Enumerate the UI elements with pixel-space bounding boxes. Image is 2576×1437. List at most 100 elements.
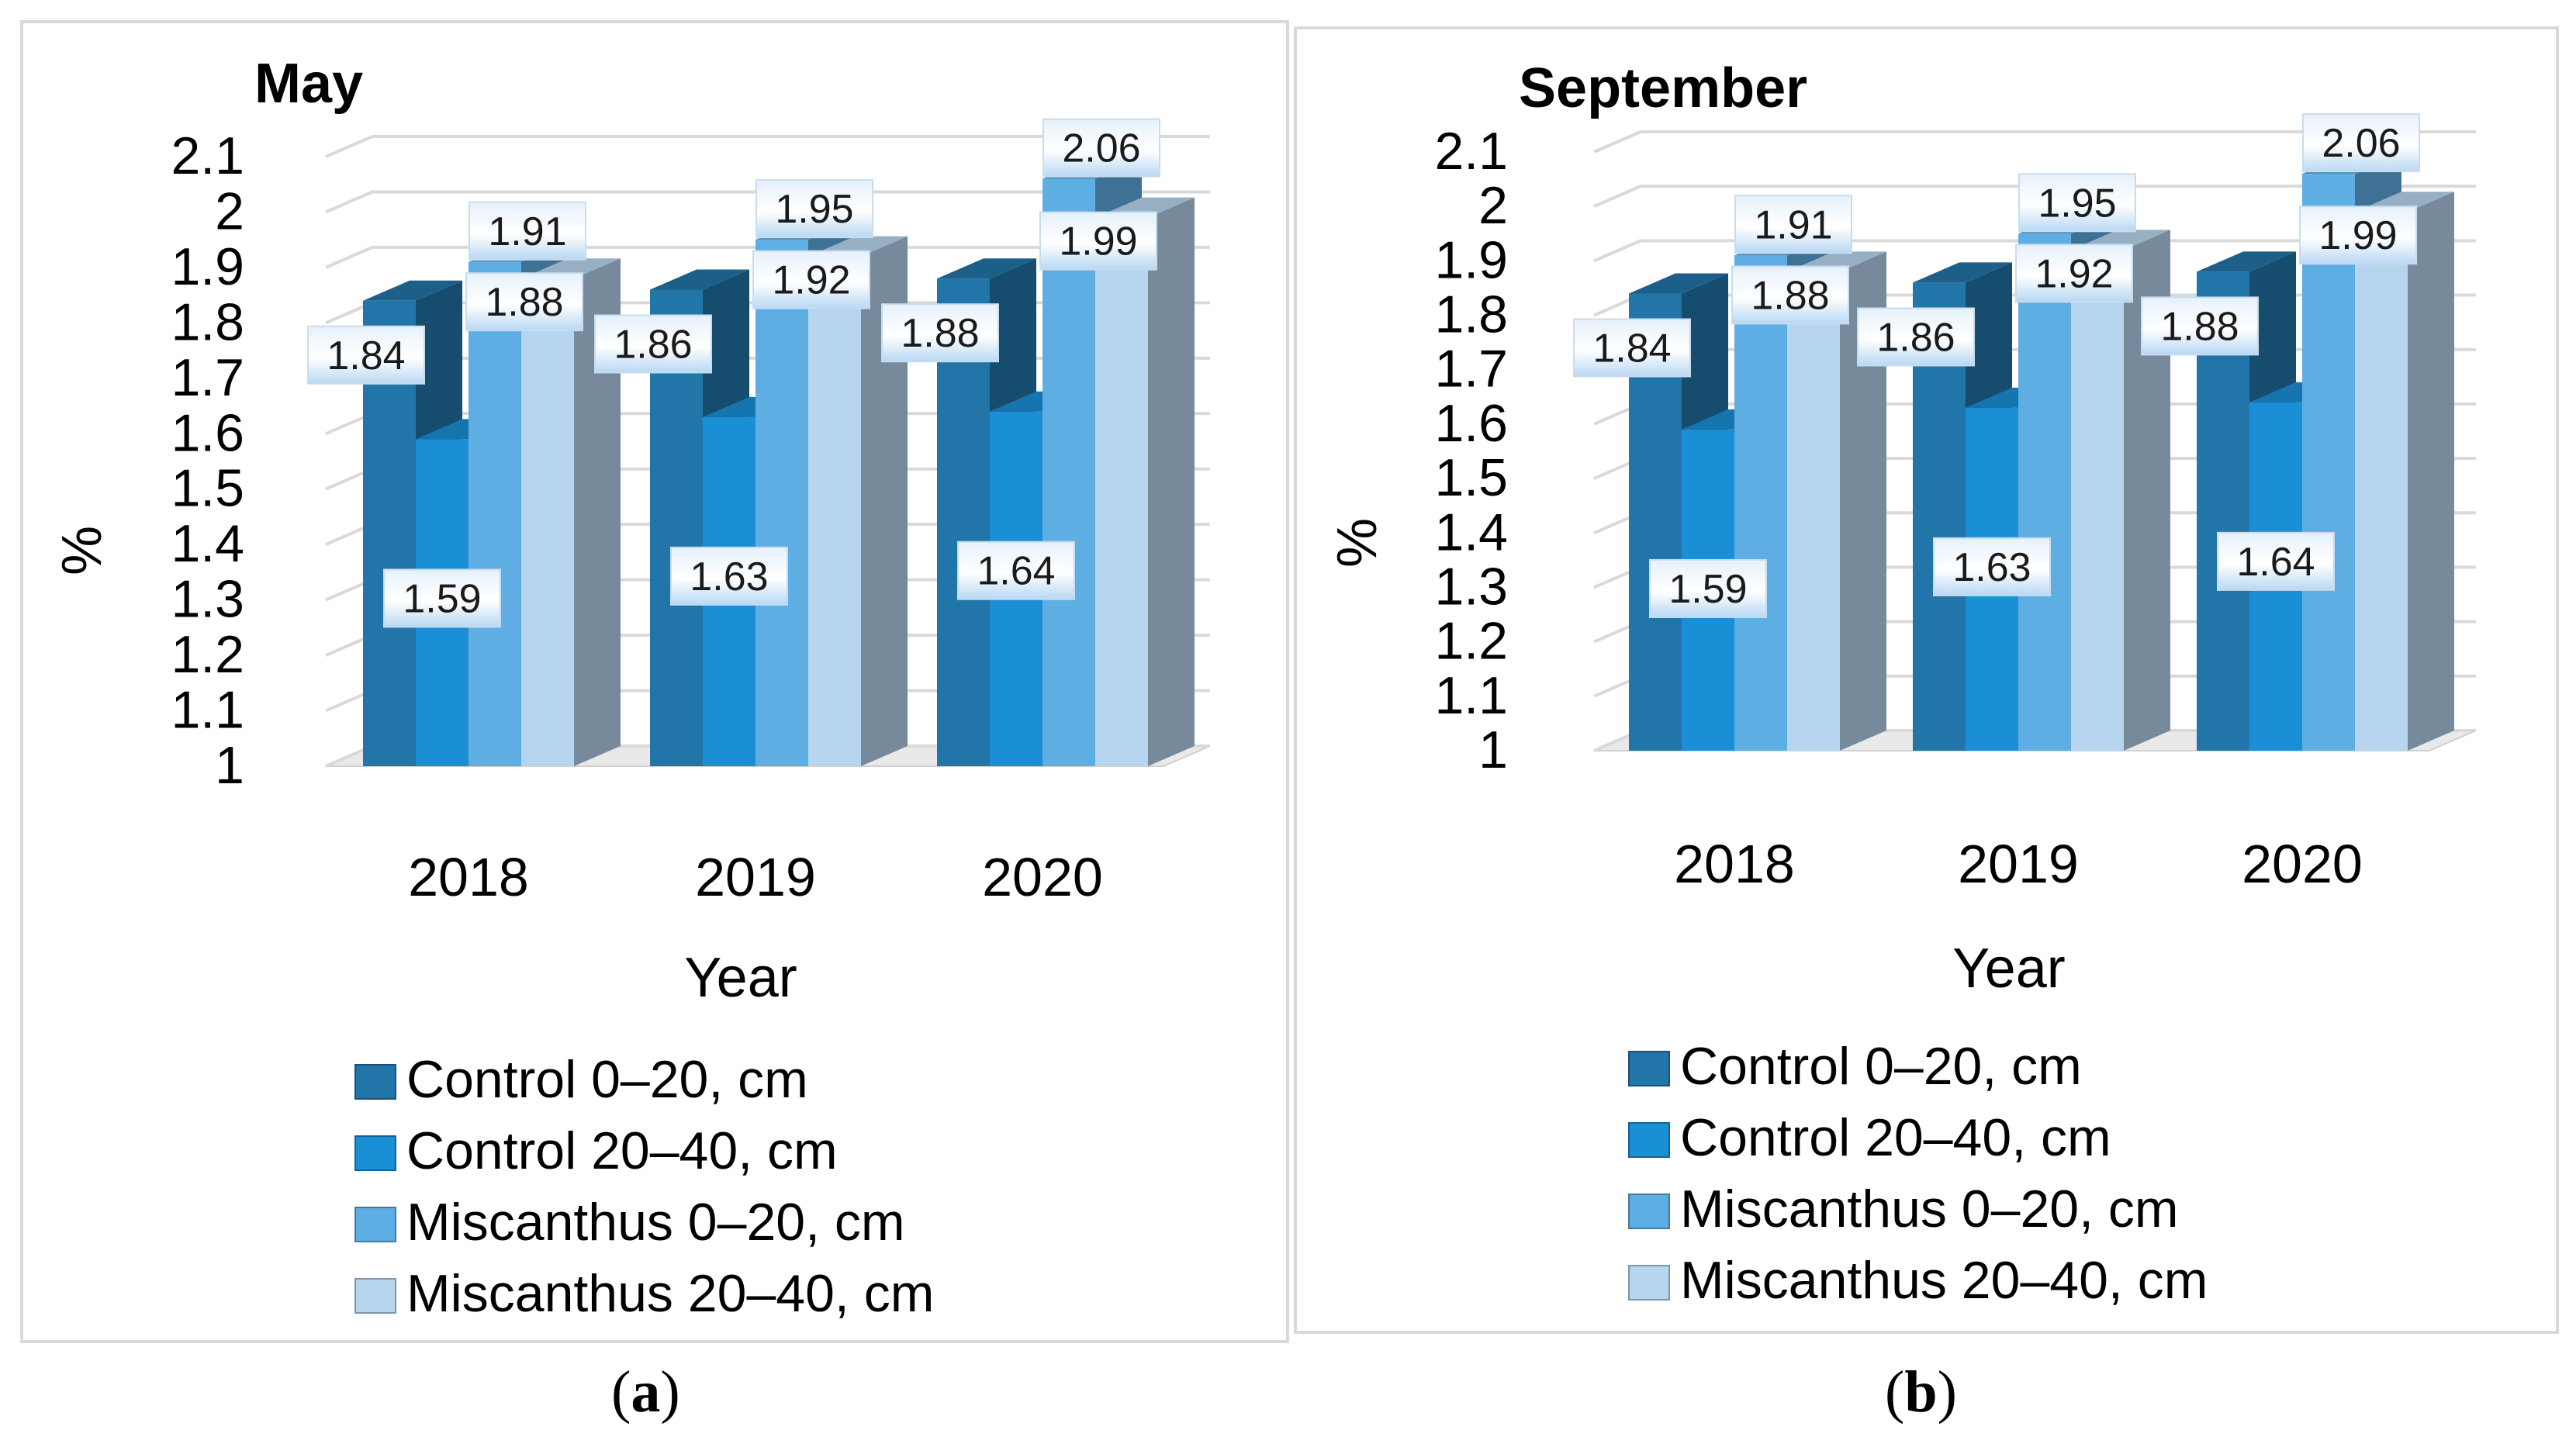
x-tick-label: 2018	[1674, 834, 1795, 894]
legend-item-2: Control 20–40, cm	[354, 1121, 838, 1180]
y-tick-label: 1.1	[171, 681, 244, 740]
data-label-text: 1.88	[901, 311, 979, 356]
y-tick-label: 1.9	[1434, 230, 1508, 289]
bar-2020-s4	[2355, 192, 2454, 751]
x-tick-label: 2018	[408, 847, 529, 907]
data-label-box	[756, 179, 873, 239]
data-label-2019-s4: 1.92	[2015, 244, 2133, 303]
bar-side	[1840, 251, 1886, 751]
chart-title: May	[254, 53, 363, 115]
legend-label: Miscanthus 0–20, cm	[1680, 1180, 2179, 1238]
bar-front	[2355, 212, 2408, 751]
y-axis-title: %	[51, 526, 113, 575]
data-label-2018-s1: 1.84	[307, 325, 425, 385]
x-tick-label: 2019	[1958, 834, 2079, 894]
bar-side	[2408, 192, 2454, 751]
y-tick-label: 1.7	[171, 348, 244, 407]
y-tick-label: 1.5	[1434, 448, 1508, 507]
data-label-box	[2302, 113, 2420, 173]
bar-top	[1913, 262, 2012, 283]
y-tick-label: 1	[1478, 720, 1508, 779]
gridline	[325, 245, 1210, 269]
data-label-2019-s2: 1.63	[1933, 537, 2051, 596]
bar-front	[469, 261, 521, 766]
legend-swatch	[354, 1135, 396, 1171]
caption-a: (a)	[611, 1359, 680, 1425]
y-tick-label: 1.8	[171, 292, 244, 351]
data-label-2020-s1: 1.88	[2141, 296, 2259, 356]
x-axis-title: Year	[684, 947, 797, 1009]
legend-label: Miscanthus 0–20, cm	[406, 1193, 905, 1252]
y-tick-label: 1.5	[171, 459, 244, 518]
data-label-box	[752, 250, 870, 309]
chart-panel-september: 1 1.1 1.2 1.3 1.4 1.5 1.6 1.7 1.8 1.9 2 2.1 1.84 1.59…	[1294, 26, 2559, 1334]
data-label-box	[2018, 173, 2136, 233]
data-label-2020-s3: 2.06	[2302, 113, 2420, 173]
bar-front	[808, 256, 861, 767]
data-label-box	[957, 541, 1075, 600]
data-label-2019-s2: 1.63	[670, 546, 788, 606]
data-label-2020-s4: 1.99	[2299, 206, 2417, 265]
y-tick-label: 1.8	[1434, 285, 1508, 344]
data-label-2020-s4: 1.99	[1039, 211, 1157, 271]
bar-top	[2197, 251, 2296, 272]
y-tick-label: 1.2	[1434, 612, 1508, 671]
data-label-box	[469, 201, 586, 261]
y-axis-title: %	[1326, 518, 1388, 568]
bar-front	[1734, 255, 1787, 751]
legend-item-4: Miscanthus 20–40, cm	[1628, 1251, 2208, 1310]
data-label-text: 1.92	[2035, 251, 2113, 296]
bar-front	[1095, 217, 1148, 767]
y-tick-label: 1.4	[171, 514, 244, 573]
data-label-text: 1.86	[614, 322, 692, 367]
chart-september-svg: 11.11.21.31.41.51.61.71.81.922.11.841.59…	[1326, 57, 2477, 1310]
chart-title: September	[1519, 57, 1807, 119]
data-label-text: 1.64	[2236, 540, 2315, 585]
data-label-box	[307, 325, 425, 385]
data-label-text: 2.06	[1062, 126, 1140, 171]
y-tick-label: 2	[215, 181, 244, 240]
y-tick-label: 2.1	[171, 126, 244, 185]
data-label-2018-s4: 1.88	[1731, 265, 1849, 325]
data-label-2019-s1: 1.86	[1857, 307, 1975, 367]
data-label-2018-s1: 1.84	[1573, 318, 1691, 378]
legend-item-1: Control 0–20, cm	[1628, 1037, 2082, 1096]
bar-top	[1629, 273, 1728, 294]
legend-label: Control 20–40, cm	[406, 1121, 838, 1180]
data-label-2019-s4: 1.92	[752, 250, 870, 309]
gridline	[325, 135, 1210, 158]
x-tick-label: 2020	[982, 847, 1103, 907]
data-label-box	[2015, 244, 2133, 303]
bar-front	[1043, 178, 1095, 767]
data-label-box	[2141, 296, 2259, 356]
data-label-box	[670, 546, 788, 606]
data-label-box	[1731, 265, 1849, 325]
y-tick-label: 2.1	[1434, 122, 1508, 181]
chart-may-svg: 11.11.21.31.41.51.61.71.81.922.11.841.59…	[51, 53, 1211, 1323]
legend-item-2: Control 20–40, cm	[1628, 1108, 2111, 1167]
gridline	[1593, 185, 2476, 209]
data-label-text: 1.63	[1952, 545, 2031, 590]
bar-front	[756, 240, 808, 766]
legend-item-3: Miscanthus 0–20, cm	[354, 1193, 905, 1252]
y-tick-label: 1.3	[171, 570, 244, 629]
data-label-2019-s3: 1.95	[2018, 173, 2136, 233]
data-label-text: 1.63	[690, 554, 768, 599]
bar-top	[650, 269, 749, 290]
legend-label: Control 0–20, cm	[1680, 1037, 2082, 1096]
data-label-box	[1857, 307, 1975, 367]
data-label-2020-s2: 1.64	[957, 541, 1075, 600]
legend-label: Control 0–20, cm	[406, 1050, 808, 1109]
data-label-text: 1.99	[1059, 219, 1137, 264]
bar-side	[2124, 230, 2170, 751]
data-label-2019-s3: 1.95	[756, 179, 873, 239]
bar-front	[521, 278, 574, 766]
data-label-2018-s3: 1.91	[1734, 195, 1852, 254]
y-tick-label: 2	[1478, 176, 1508, 235]
data-label-box	[1734, 195, 1852, 254]
bar-front	[2018, 233, 2071, 751]
data-label-2018-s2: 1.59	[1649, 558, 1767, 618]
legend-label: Control 20–40, cm	[1680, 1108, 2111, 1167]
legend-swatch	[1628, 1193, 1670, 1229]
bar-side	[1148, 197, 1195, 767]
